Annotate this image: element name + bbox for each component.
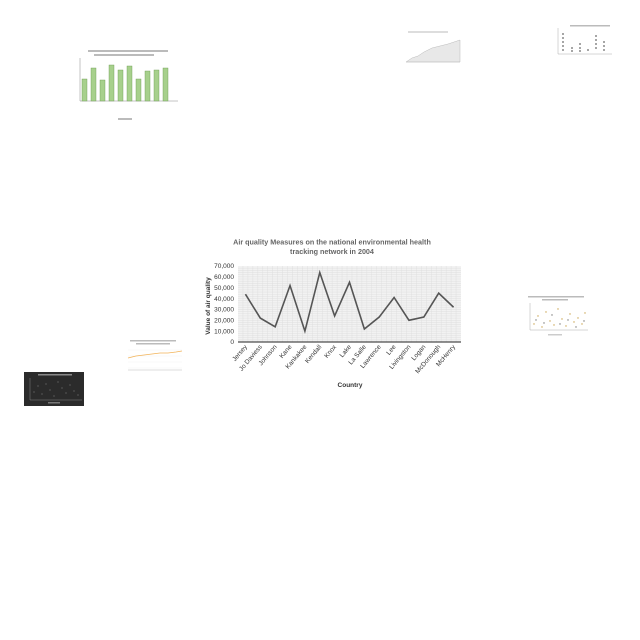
plot-grid <box>238 266 461 343</box>
series-line <box>244 269 455 335</box>
thumbnail-area-chart <box>402 28 464 70</box>
x-tick-label: Kendall <box>304 343 324 365</box>
y-tick-label: 30,000 <box>214 307 234 314</box>
y-tick-labels: 0 10,000 20,000 30,000 40,000 50,000 60,000 70,… <box>214 263 234 346</box>
thumbnail-orange-line-chart <box>122 338 184 376</box>
x-tick-label: Knox <box>323 343 338 359</box>
thumbnail-bar-chart <box>58 46 183 124</box>
y-tick-label: 40,000 <box>214 296 234 303</box>
main-line-chart: Air quality Measures on the national env… <box>196 232 472 396</box>
x-tick-label: Lee <box>385 344 398 357</box>
thumbnail-dot-chart <box>550 24 614 60</box>
y-tick-label: 70,000 <box>214 263 234 270</box>
thumbnail-dark-chart <box>24 372 84 406</box>
y-tick-label: 10,000 <box>214 328 234 335</box>
thumbnail-scatter-chart <box>518 294 590 338</box>
x-axis-label: Country <box>338 382 363 389</box>
plot-background <box>238 266 461 342</box>
series-air-quality <box>244 269 455 335</box>
chart-title-line-2: tracking network in 2004 <box>290 247 374 256</box>
y-tick-label: 0 <box>230 339 234 346</box>
y-tick-label: 20,000 <box>214 317 234 324</box>
y-tick-label: 50,000 <box>214 285 234 292</box>
y-axis-label: Value of air quality <box>205 277 212 335</box>
chart-title-line-1: Air quality Measures on the national env… <box>233 238 431 247</box>
y-tick-label: 60,000 <box>214 274 234 281</box>
